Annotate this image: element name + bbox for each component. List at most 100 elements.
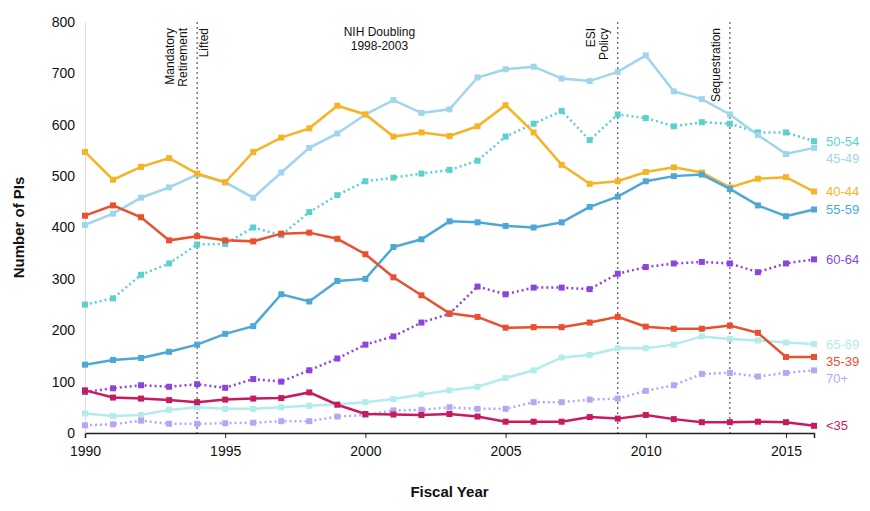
series-marker bbox=[727, 419, 733, 425]
y-tick: 200 bbox=[52, 322, 85, 338]
series-marker bbox=[755, 373, 761, 379]
series-marker bbox=[615, 194, 621, 200]
series-marker bbox=[587, 204, 593, 210]
series-marker bbox=[587, 320, 593, 326]
series-marker bbox=[306, 209, 312, 215]
series-marker bbox=[194, 399, 200, 405]
series-marker bbox=[643, 345, 649, 351]
series-marker bbox=[559, 354, 565, 360]
series-marker bbox=[110, 413, 116, 419]
x-tick-label: 2000 bbox=[350, 443, 381, 459]
series-marker bbox=[334, 356, 340, 362]
series-marker bbox=[390, 333, 396, 339]
series-marker bbox=[783, 213, 789, 219]
x-tick: 2005 bbox=[490, 433, 521, 459]
series-marker bbox=[783, 151, 789, 157]
y-tick-label: 300 bbox=[52, 271, 76, 287]
series-marker bbox=[334, 414, 340, 420]
series-line bbox=[85, 105, 814, 191]
series-marker bbox=[503, 325, 509, 331]
series-marker bbox=[615, 314, 621, 320]
series-marker bbox=[250, 406, 256, 412]
y-tick-label: 700 bbox=[52, 65, 76, 81]
x-tick-label: 1995 bbox=[210, 443, 241, 459]
series-marker bbox=[783, 354, 789, 360]
annotation-label: ESIPolicy bbox=[584, 28, 611, 60]
series-marker bbox=[727, 121, 733, 127]
series-marker bbox=[110, 202, 116, 208]
series-marker bbox=[82, 362, 88, 368]
series-marker bbox=[82, 222, 88, 228]
legend-label: 55-59 bbox=[826, 202, 859, 217]
series-marker bbox=[475, 74, 481, 80]
series-marker bbox=[587, 137, 593, 143]
series-marker bbox=[447, 311, 453, 317]
series-marker bbox=[559, 76, 565, 82]
legend-label: 70+ bbox=[826, 371, 848, 386]
series-marker bbox=[194, 171, 200, 177]
series-marker bbox=[250, 420, 256, 426]
series-marker bbox=[166, 349, 172, 355]
y-tick: 500 bbox=[52, 168, 85, 184]
series-marker bbox=[503, 406, 509, 412]
series-marker bbox=[643, 264, 649, 270]
x-axis-line bbox=[86, 434, 815, 439]
series-line bbox=[85, 370, 814, 425]
series-marker bbox=[447, 106, 453, 112]
series-marker bbox=[531, 399, 537, 405]
series-marker bbox=[671, 342, 677, 348]
series-marker bbox=[727, 336, 733, 342]
period-label: NIH Doubling1998-2003 bbox=[344, 25, 415, 53]
series-marker bbox=[615, 178, 621, 184]
series-marker bbox=[699, 419, 705, 425]
series-marker bbox=[643, 388, 649, 394]
series-marker bbox=[250, 225, 256, 231]
series-marker bbox=[306, 145, 312, 151]
series-marker bbox=[362, 276, 368, 282]
series-marker bbox=[727, 323, 733, 329]
x-tick: 2000 bbox=[350, 433, 381, 459]
series-marker bbox=[138, 164, 144, 170]
series-marker bbox=[222, 385, 228, 391]
series-marker bbox=[643, 52, 649, 58]
y-tick: 400 bbox=[52, 219, 85, 235]
y-axis-line bbox=[85, 23, 86, 434]
series-marker bbox=[110, 211, 116, 217]
series-marker bbox=[390, 175, 396, 181]
series-marker bbox=[418, 292, 424, 298]
series-marker bbox=[587, 414, 593, 420]
y-tick: 100 bbox=[52, 374, 85, 390]
series-marker bbox=[138, 195, 144, 201]
series-marker bbox=[110, 177, 116, 183]
series-marker bbox=[503, 134, 509, 140]
series-marker bbox=[447, 310, 453, 316]
series-marker bbox=[138, 355, 144, 361]
series-marker bbox=[278, 379, 284, 385]
series-marker bbox=[587, 181, 593, 187]
series-marker bbox=[390, 396, 396, 402]
series-marker bbox=[503, 419, 509, 425]
series-marker bbox=[643, 115, 649, 121]
series-marker bbox=[559, 285, 565, 291]
y-tick-label: 0 bbox=[67, 425, 75, 441]
series-marker bbox=[306, 389, 312, 395]
series-marker bbox=[783, 370, 789, 376]
series bbox=[82, 333, 817, 419]
series-marker bbox=[475, 284, 481, 290]
annotations: MandatoryRetirementLiftedESIPolicySeques… bbox=[163, 22, 730, 433]
series-marker bbox=[166, 397, 172, 403]
period-range: 1998-2003 bbox=[351, 39, 409, 53]
series-marker bbox=[194, 404, 200, 410]
series-marker bbox=[278, 418, 284, 424]
series-marker bbox=[418, 412, 424, 418]
series-marker bbox=[138, 272, 144, 278]
series-marker bbox=[166, 260, 172, 266]
x-axis: 199019952000200520102015 bbox=[70, 433, 815, 459]
series bbox=[82, 367, 817, 428]
series-marker bbox=[755, 132, 761, 138]
series-marker bbox=[699, 172, 705, 178]
x-tick-mark bbox=[225, 433, 226, 438]
series-marker bbox=[755, 176, 761, 182]
series-marker bbox=[138, 418, 144, 424]
series-marker bbox=[643, 324, 649, 330]
